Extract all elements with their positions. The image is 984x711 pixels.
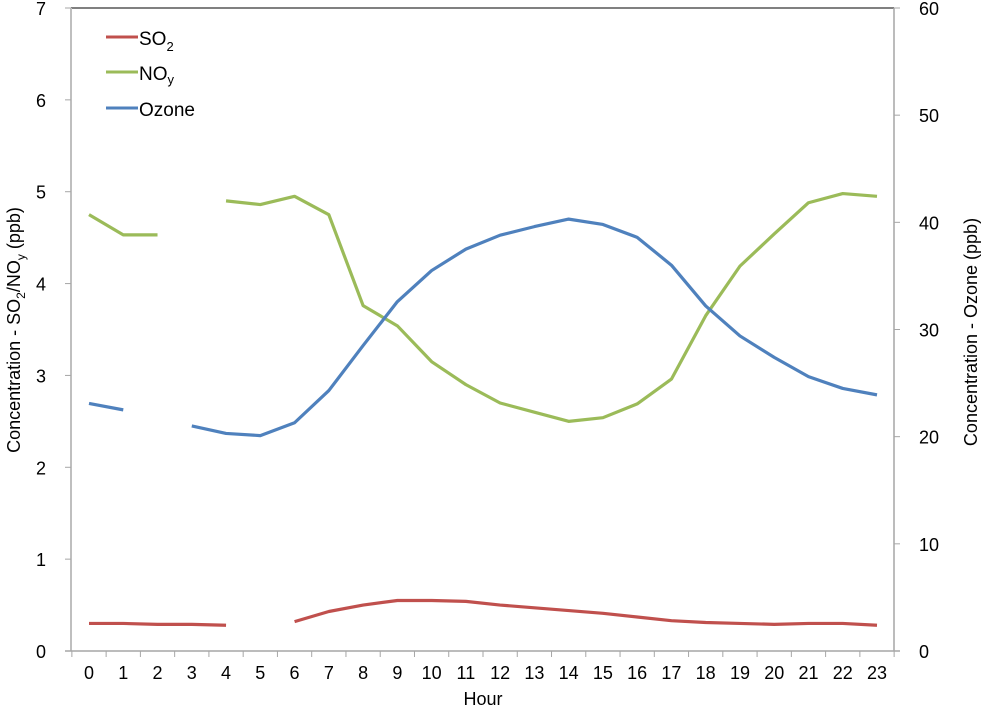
legend-label: SO2 <box>139 29 174 54</box>
y-right-tick-label: 10 <box>919 535 939 555</box>
y-left-tick-label: 2 <box>36 458 46 478</box>
x-tick-label: 20 <box>764 663 784 683</box>
legend-item: Ozone <box>106 100 195 121</box>
series-line-ozone <box>191 217 878 438</box>
x-tick-label: 16 <box>627 663 647 683</box>
x-tick-label: 19 <box>730 663 750 683</box>
x-tick-label: 10 <box>422 663 442 683</box>
x-tick-label: 0 <box>84 663 94 683</box>
x-tick-label: 15 <box>593 663 613 683</box>
x-tick-label: 4 <box>221 663 231 683</box>
x-tick-label: 7 <box>324 663 334 683</box>
legend-item: NOy <box>106 64 175 87</box>
series-line-so2 <box>89 621 227 627</box>
x-tick-label: 18 <box>696 663 716 683</box>
y-right-tick-label: 0 <box>919 642 929 662</box>
x-tick-label: 23 <box>867 663 887 683</box>
x-axis-title: Hour <box>463 689 502 709</box>
x-tick-label: 6 <box>290 663 300 683</box>
series-line-ozone <box>88 401 124 412</box>
y-left-tick-label: 0 <box>36 642 46 662</box>
y-right-tick-label: 30 <box>919 321 939 341</box>
axis-titles: Hour Concentration - Ozone (ppb) Concent… <box>4 207 981 709</box>
legend-label: NOy <box>139 64 175 87</box>
x-tick-label: 13 <box>524 663 544 683</box>
y-right-tick-label: 40 <box>919 213 939 233</box>
series-lines <box>88 191 878 627</box>
x-tick-label: 12 <box>490 663 510 683</box>
x-tick-label: 9 <box>392 663 402 683</box>
x-tick-label: 8 <box>358 663 368 683</box>
y-right-tick-label: 20 <box>919 428 939 448</box>
y-right-axis-title: Concentration - Ozone (ppb) <box>961 218 981 446</box>
x-tick-label: 1 <box>118 663 128 683</box>
x-tick-label: 22 <box>833 663 853 683</box>
y-left-tick-label: 6 <box>36 91 46 111</box>
y-left-axis-title: Concentration - SO2/NOy (ppb) <box>4 207 28 453</box>
x-tick-label: 5 <box>255 663 265 683</box>
series-line-noy <box>225 191 878 423</box>
x-tick-label: 21 <box>798 663 818 683</box>
y-left-tick-label: 4 <box>36 275 46 295</box>
legend-item: SO2 <box>106 29 174 54</box>
x-tick-label: 11 <box>457 663 476 683</box>
x-tick-label: 14 <box>559 663 579 683</box>
legend: SO2 NOy Ozone <box>106 29 195 121</box>
legend-label: Ozone <box>139 100 195 121</box>
x-tick-label: 3 <box>187 663 197 683</box>
y-left-tick-label: 5 <box>36 183 46 203</box>
x-tick-label: 2 <box>153 663 163 683</box>
y-right-tick-label: 60 <box>919 0 939 19</box>
y-left-tick-label: 3 <box>36 366 46 386</box>
x-tick-label: 17 <box>661 663 681 683</box>
y-left-tick-label: 1 <box>36 550 46 570</box>
y-right-tick-label: 50 <box>919 106 939 126</box>
series-line-so2 <box>294 598 878 627</box>
y-left-tick-label: 7 <box>36 0 46 19</box>
series-line-noy <box>88 213 158 237</box>
